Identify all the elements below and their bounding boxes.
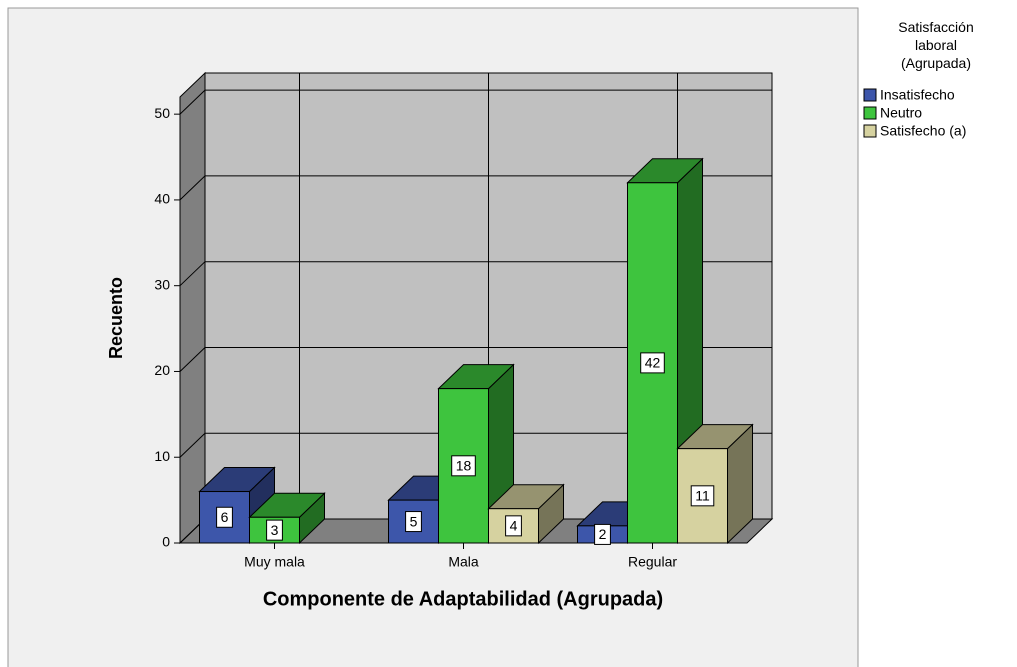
data-label-box [640,352,665,374]
data-label: 3 [271,522,279,538]
data-label: 6 [221,509,229,525]
grid-line [179,175,772,201]
legend-title: Satisfacción laboral (Agrupada) [898,19,973,71]
legend-swatch [863,88,877,102]
x-tick-label: Muy mala [244,554,305,570]
grid-line [179,89,772,115]
data-label-box [505,515,522,537]
data-label-box [451,455,476,477]
y-tick-label: 30 [154,276,170,292]
data-label-box [405,511,422,533]
data-label: 18 [456,458,472,474]
bar [677,448,728,544]
legend-label: Neutro [880,105,922,121]
data-label: 42 [645,355,661,371]
grid-line [179,432,772,458]
data-label: 11 [695,488,710,504]
legend-label: Insatisfecho [880,87,955,103]
data-label-box [266,519,283,541]
data-label: 4 [510,518,518,534]
legend-title-line: laboral [915,37,957,53]
bar [199,491,250,544]
left-wall [179,71,206,545]
y-tick-label: 40 [154,191,170,207]
y-tick-label: 50 [154,105,170,121]
grid-line [179,346,772,372]
legend-title-line: Satisfacción [898,19,973,35]
y-tick-label: 20 [154,362,170,378]
y-tick-label: 0 [162,534,170,550]
data-label-box [690,485,715,507]
legend-swatch [863,124,877,138]
y-axis-title: Recuento [106,277,126,359]
legend-label: Satisfecho (a) [880,123,966,139]
data-label-box [594,523,611,545]
data-label: 5 [410,513,418,529]
legend-swatch [863,106,877,120]
x-tick-label: Mala [448,554,479,570]
data-label: 2 [599,526,607,542]
x-axis-title: Componente de Adaptabilidad (Agrupada) [263,588,663,610]
y-tick-label: 10 [154,448,170,464]
x-tick-label: Regular [628,554,677,570]
legend-title-line: (Agrupada) [901,55,971,71]
grid-line [179,261,772,287]
data-label-box [216,506,233,528]
